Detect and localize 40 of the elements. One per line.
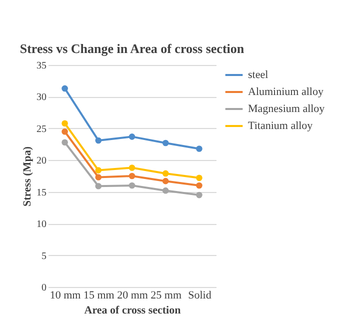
point xyxy=(95,137,102,144)
point xyxy=(95,182,102,190)
point xyxy=(62,128,68,135)
point xyxy=(196,174,202,182)
point xyxy=(162,170,169,177)
x-tick-label: 25 mm xyxy=(150,290,182,302)
point xyxy=(196,146,202,152)
point xyxy=(128,172,136,180)
point xyxy=(95,167,102,174)
point xyxy=(62,85,68,92)
point xyxy=(162,178,169,184)
point xyxy=(196,192,202,198)
y-tick-label: 15 xyxy=(36,187,46,198)
legend-label: Magnesium alloy xyxy=(248,103,326,115)
point xyxy=(128,164,136,171)
y-axis-title: Stress (Mpa) xyxy=(22,146,34,206)
x-tick-label: Solid xyxy=(188,290,212,302)
x-tick-label: 10 mm xyxy=(50,290,82,302)
x-tick-label: 15 mm xyxy=(83,290,115,302)
point xyxy=(128,134,136,140)
legend-label: Titanium alloy xyxy=(248,120,314,132)
point xyxy=(162,187,169,194)
y-tick-label: 30 xyxy=(36,92,46,104)
legend-label: steel xyxy=(248,69,268,81)
point xyxy=(196,182,202,189)
chart-title: Stress vs Change in Area of cross section xyxy=(20,41,245,56)
y-tick-label: 10 xyxy=(36,219,46,230)
legend-label: Aluminium alloy xyxy=(248,86,324,98)
point xyxy=(95,174,102,180)
y-tick-label: 25 xyxy=(36,124,46,135)
point xyxy=(62,139,68,146)
y-tick-label: 20 xyxy=(36,156,46,167)
point xyxy=(162,140,169,146)
x-tick-label: 20 mm xyxy=(117,290,148,302)
y-tick-label: 5 xyxy=(42,250,46,262)
x-axis-title: Area of cross section xyxy=(84,304,181,316)
point xyxy=(62,120,68,127)
y-tick-label: 0 xyxy=(42,282,46,294)
y-tick-label: 35 xyxy=(36,60,46,72)
point xyxy=(128,182,136,189)
